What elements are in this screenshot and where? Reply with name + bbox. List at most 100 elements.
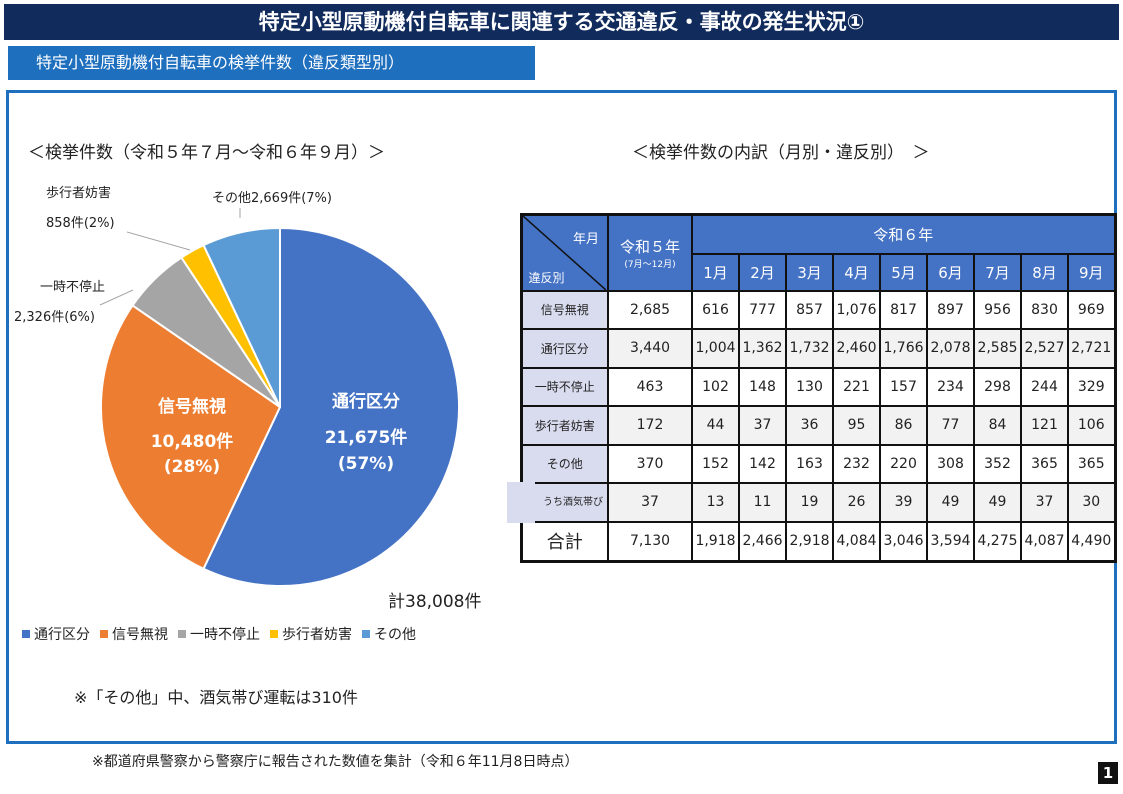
r6-header: 令和６年 xyxy=(691,213,1116,255)
page-title: 特定小型原動機付自転車に関連する交通違反・事故の発生状況① xyxy=(4,4,1119,40)
data-cell: 2,078 xyxy=(926,328,975,369)
month-header: 8月 xyxy=(1020,252,1069,292)
note-text: ※「その他」中、酒気帯び運転は310件 xyxy=(74,688,358,707)
data-cell: 44 xyxy=(691,405,740,446)
pie-legend: 通行区分 信号無視 一時不停止 歩行者妨害 その他 xyxy=(22,624,416,644)
legend-swatch xyxy=(22,630,30,638)
total-row: 合計 7,130 1,918 2,466 2,918 4,084 3,046 3,594 4,2… xyxy=(520,520,1116,563)
label-tsuko-pct: (57%) xyxy=(337,454,395,474)
total-cell: 2,918 xyxy=(785,520,834,563)
pie-heading: ＜検挙件数（令和５年７月～令和６年９月）＞ xyxy=(28,143,385,163)
data-cell: 329 xyxy=(1067,366,1116,407)
data-cell: 857 xyxy=(785,289,834,330)
data-cell: 77 xyxy=(926,405,975,446)
data-cell: 2,721 xyxy=(1067,328,1116,369)
table-row: 信号無視 2,685 616 777 857 1,076 817 897 956 830 969 xyxy=(520,289,1116,330)
data-cell: 26 xyxy=(832,482,881,523)
label-sonota: その他2,669件(7%) xyxy=(212,191,332,206)
data-cell: 2,585 xyxy=(973,328,1022,369)
data-cell: 1,362 xyxy=(738,328,787,369)
legend-swatch xyxy=(100,630,108,638)
row-label: 通行区分 xyxy=(520,328,609,369)
data-cell: 220 xyxy=(879,443,928,484)
legend-swatch xyxy=(178,630,186,638)
data-cell: 244 xyxy=(1020,366,1069,407)
month-header: 6月 xyxy=(926,252,975,292)
data-cell: 148 xyxy=(738,366,787,407)
data-cell: 298 xyxy=(973,366,1022,407)
data-cell: 352 xyxy=(973,443,1022,484)
legend-item: 歩行者妨害 xyxy=(270,624,352,644)
corner-bottom-label: 違反別 xyxy=(528,270,565,285)
r5-cell: 2,685 xyxy=(607,289,693,330)
data-cell: 19 xyxy=(785,482,834,523)
row-label: 一時不停止 xyxy=(520,366,609,407)
month-header: 7月 xyxy=(973,252,1022,292)
data-cell: 84 xyxy=(973,405,1022,446)
data-cell: 102 xyxy=(691,366,740,407)
table-row: 通行区分 3,440 1,004 1,362 1,732 2,460 1,766 2,078 2… xyxy=(520,328,1116,369)
data-cell: 221 xyxy=(832,366,881,407)
label-ichiji-count: 2,326件(6%) xyxy=(14,310,95,325)
data-cell: 49 xyxy=(973,482,1022,523)
data-cell: 36 xyxy=(785,405,834,446)
pie-slice-1 xyxy=(100,304,282,571)
data-cell: 39 xyxy=(879,482,928,523)
data-cell: 234 xyxy=(926,366,975,407)
r5-cell: 172 xyxy=(607,405,693,446)
page-number: 1 xyxy=(1098,762,1118,784)
table-heading: ＜検挙件数の内訳（月別・違反別） ＞ xyxy=(632,143,930,163)
r5-cell: 463 xyxy=(607,366,693,407)
legend-item: 信号無視 xyxy=(100,624,168,644)
data-cell: 49 xyxy=(926,482,975,523)
data-cell: 86 xyxy=(879,405,928,446)
data-cell: 956 xyxy=(973,289,1022,330)
data-cell: 13 xyxy=(691,482,740,523)
row-label: 歩行者妨害 xyxy=(520,405,609,446)
total-cell: 4,275 xyxy=(973,520,1022,563)
footnote: ※都道府県警察から警察庁に報告された数値を集計（令和６年11月8日時点） xyxy=(92,754,579,770)
data-cell: 11 xyxy=(738,482,787,523)
data-cell: 1,732 xyxy=(785,328,834,369)
legend-label: 通行区分 xyxy=(34,627,90,643)
data-cell: 157 xyxy=(879,366,928,407)
data-cell: 121 xyxy=(1020,405,1069,446)
label-tsuko-count: 21,675件 xyxy=(324,428,408,448)
month-header: 4月 xyxy=(832,252,881,292)
r5-header-label: 令和５年 xyxy=(619,237,680,256)
row-label: 信号無視 xyxy=(520,289,609,330)
data-cell: 365 xyxy=(1020,443,1069,484)
data-cell: 830 xyxy=(1020,289,1069,330)
month-header: 5月 xyxy=(879,252,928,292)
total-cell: 2,466 xyxy=(738,520,787,563)
corner-top-label: 年月 xyxy=(572,232,599,247)
table-corner: 年月 違反別 xyxy=(520,213,609,292)
r5-header-sub: (7月～12月) xyxy=(624,259,676,270)
legend-label: 歩行者妨害 xyxy=(282,627,352,643)
data-cell: 232 xyxy=(832,443,881,484)
legend-label: 一時不停止 xyxy=(190,627,260,643)
label-tsuko-name: 通行区分 xyxy=(332,392,400,412)
data-cell: 2,527 xyxy=(1020,328,1069,369)
legend-item: 一時不停止 xyxy=(178,624,260,644)
label-shingo-name: 信号無視 xyxy=(158,397,226,417)
section-subtitle: 特定小型原動機付自転車の検挙件数（違反類型別） xyxy=(8,46,535,80)
legend-item: その他 xyxy=(362,624,416,644)
data-cell: 1,004 xyxy=(691,328,740,369)
r5-cell: 370 xyxy=(607,443,693,484)
data-cell: 37 xyxy=(738,405,787,446)
row-label: うち酒気帯び xyxy=(507,482,609,523)
breakdown-table: 年月 違反別 令和５年 (7月～12月) 令和６年 1月 2月 3月 4月 5月 6月 7月… xyxy=(507,213,1117,563)
data-cell: 969 xyxy=(1067,289,1116,330)
label-shingo-pct: (28%) xyxy=(163,457,221,477)
data-cell: 616 xyxy=(691,289,740,330)
month-header: 2月 xyxy=(738,252,787,292)
legend-label: その他 xyxy=(374,627,416,643)
month-header: 3月 xyxy=(785,252,834,292)
table-row: 一時不停止 463 102 148 130 221 157 234 298 244 329 xyxy=(520,366,1116,407)
data-cell: 95 xyxy=(832,405,881,446)
r5-cell: 37 xyxy=(607,482,693,523)
leader-line-0 xyxy=(126,231,191,251)
data-cell: 308 xyxy=(926,443,975,484)
